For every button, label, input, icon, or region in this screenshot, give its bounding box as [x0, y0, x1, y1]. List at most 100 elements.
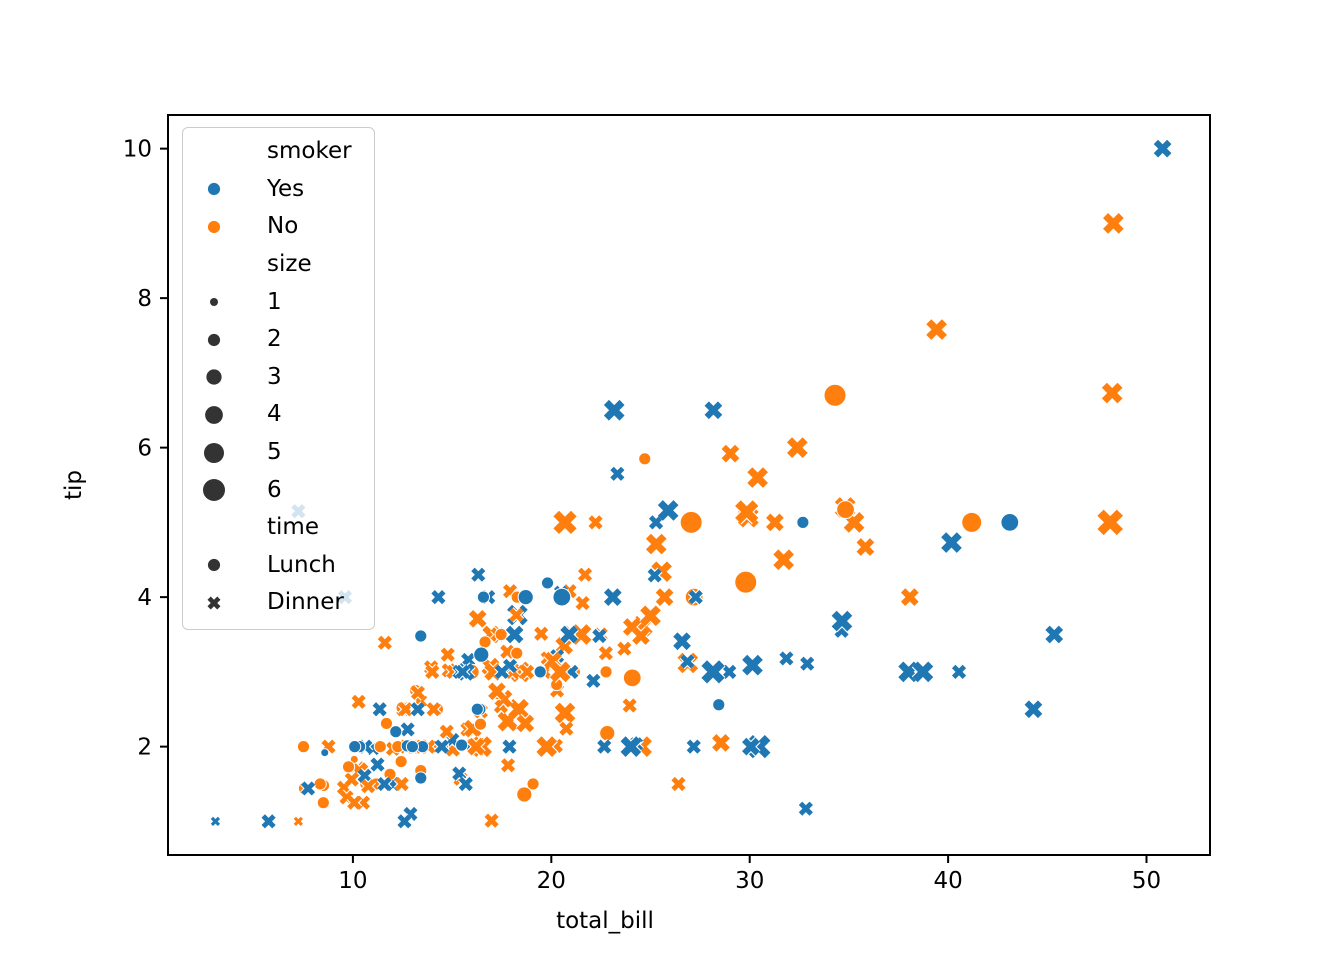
scatter-point: [941, 532, 962, 553]
scatter-point: [505, 625, 524, 644]
scatter-point: [439, 724, 454, 739]
legend-section-title-time: time: [267, 514, 319, 541]
x-tick-label-20: 20: [537, 868, 566, 894]
legend-item-label: 1: [267, 288, 282, 315]
scatter-point: [766, 513, 784, 532]
scatter-point: [1153, 139, 1172, 158]
scatter-point: [742, 654, 763, 676]
1-legend-marker-icon: [210, 298, 218, 307]
scatter-point: [686, 739, 701, 754]
scatter-point: [912, 661, 934, 683]
scatter-point: [680, 654, 695, 669]
scatter-point: [638, 452, 652, 466]
legend-swatch: [207, 333, 221, 346]
scatter-point: [261, 814, 276, 829]
scatter-point: [502, 739, 517, 754]
6-legend-marker-icon: [203, 479, 225, 502]
legend-item-6: 6: [183, 471, 374, 509]
4-legend-marker-icon: [205, 406, 223, 424]
y-tick-label-6: 6: [137, 436, 152, 462]
legend-item-label: No: [267, 213, 299, 240]
axis-ticks: 10 20 30 40 50 2 4 6 8 10: [123, 137, 1161, 894]
scatter-point: [673, 632, 691, 651]
scatter-point: [742, 737, 760, 756]
scatter-point: [701, 660, 725, 684]
scatter-point: [425, 664, 440, 679]
scatter-point: [296, 740, 311, 754]
scatter-point: [510, 646, 524, 660]
legend-item-5: 5: [183, 434, 374, 472]
scatter-point: [617, 641, 632, 656]
lunch-legend-marker-icon: [207, 559, 221, 572]
scatter-point: [377, 635, 392, 650]
scatter-point: [786, 437, 808, 458]
scatter-point: [1024, 700, 1043, 719]
scatter-point: [597, 739, 612, 754]
scatter-point: [316, 796, 330, 810]
scatter-point: [559, 721, 574, 736]
legend-item-no: No: [183, 208, 374, 246]
scatter-point: [458, 776, 473, 792]
legend-swatch: [210, 298, 218, 307]
legend-section-title-size: size: [267, 251, 312, 278]
scatter-point: [779, 651, 794, 666]
scatter-point: [1103, 213, 1124, 234]
scatter-point: [796, 515, 810, 529]
scatter-point: [293, 816, 304, 827]
scatter-point: [414, 771, 428, 785]
scatter-point: [648, 515, 664, 530]
y-axis-label: tip: [61, 469, 87, 501]
scatter-point: [410, 702, 425, 717]
scatter-point: [516, 786, 533, 803]
y-tick-label-2: 2: [137, 735, 152, 761]
scatter-point: [379, 716, 394, 731]
scatter-point: [951, 664, 967, 679]
legend-swatch: [207, 596, 221, 610]
scatter-points: [209, 139, 1173, 830]
axes-spines: [167, 114, 1211, 856]
scatter-point: [657, 500, 679, 521]
scatter-point: [722, 664, 737, 679]
scatter-point: [1097, 509, 1123, 536]
scatter-point: [461, 652, 476, 667]
scatter-point: [704, 401, 723, 420]
legend-item-label: Yes: [267, 175, 305, 202]
legend-swatch: [204, 442, 224, 463]
scatter-point: [622, 668, 642, 688]
scatter-point: [405, 740, 420, 754]
legend-swatch: [207, 220, 221, 234]
scatter-point: [798, 801, 813, 816]
2-legend-marker-icon: [207, 333, 221, 346]
scatter-point: [655, 588, 674, 606]
scatter-point: [721, 444, 740, 463]
scatter-point: [712, 734, 730, 752]
scatter-point: [610, 466, 625, 481]
scatter-point: [410, 685, 426, 700]
scatter-point: [516, 714, 535, 733]
scatter-point: [599, 725, 616, 742]
scatter-point: [554, 702, 576, 724]
scatter-point: [577, 567, 593, 582]
legend-item-3: 3: [183, 359, 374, 397]
scatter-point: [900, 588, 919, 606]
scatter-point: [1045, 625, 1064, 644]
scatter-point: [560, 625, 579, 644]
scatter-point: [647, 568, 662, 583]
scatter-point: [823, 383, 847, 407]
scatter-point: [398, 702, 413, 717]
legend-item-2: 2: [183, 321, 374, 359]
scatter-point: [320, 748, 330, 758]
no-legend-marker-icon: [207, 220, 221, 234]
scatter-point: [400, 722, 415, 737]
scatter-point: [688, 590, 703, 605]
scatter-point: [377, 776, 392, 792]
scatter-point: [712, 698, 726, 712]
scatter-point: [394, 754, 408, 769]
legend-swatch: [206, 369, 222, 385]
scatter-point: [467, 737, 485, 756]
scatter-point: [476, 590, 491, 604]
scatter-point: [592, 628, 607, 644]
scatter-point: [455, 738, 469, 752]
scatter-point: [397, 814, 412, 829]
legend-item-label: Dinner: [267, 589, 344, 616]
